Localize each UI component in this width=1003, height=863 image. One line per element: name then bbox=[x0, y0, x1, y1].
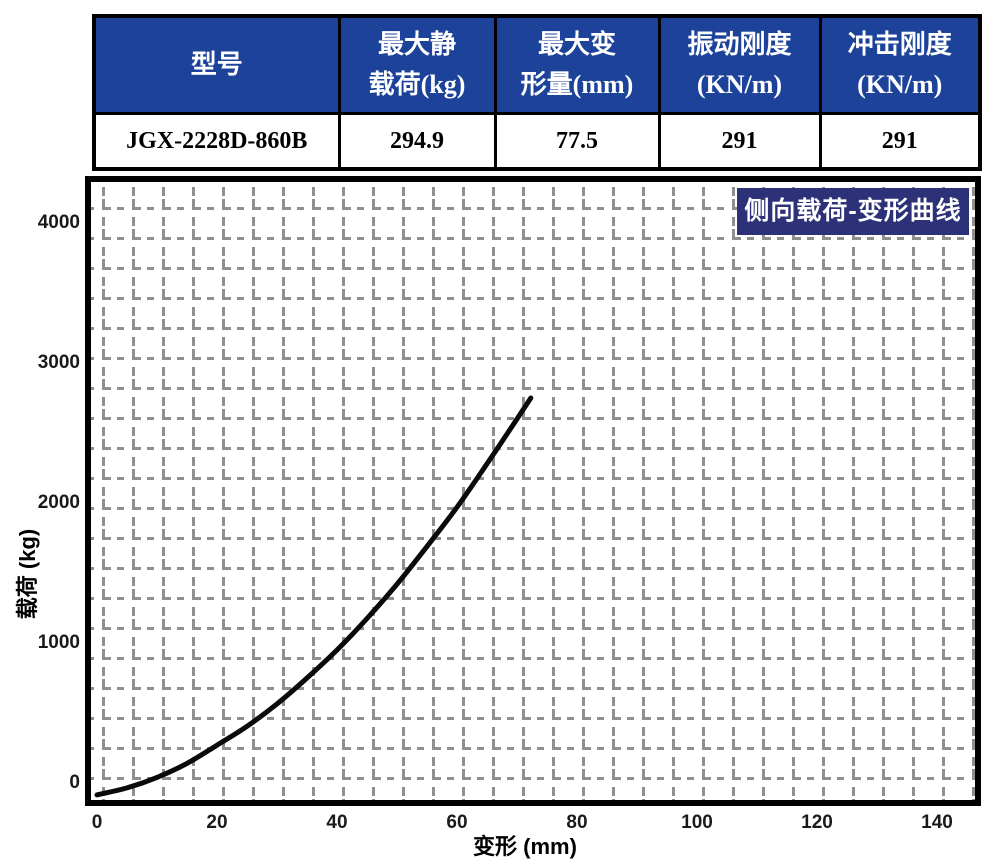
y-tick-label: 1000 bbox=[37, 632, 80, 653]
value-max-static-load: 294.9 bbox=[337, 112, 497, 171]
header-impact-stiffness: 冲击刚度 (KN/m) bbox=[818, 14, 982, 115]
load-deflection-curve bbox=[94, 395, 534, 798]
spec-table-value-row: JGX-2228D-860B 294.9 77.5 291 291 bbox=[92, 112, 982, 171]
header-max-deformation: 最大变 形量(mm) bbox=[493, 14, 661, 115]
plot-area bbox=[91, 182, 975, 800]
dashed-grid bbox=[91, 182, 975, 800]
y-axis-title: 载荷 (kg) bbox=[15, 528, 40, 620]
x-tick-label: 140 bbox=[921, 812, 953, 833]
spec-table: 型号 最大静 载荷(kg) 最大变 形量(mm) 振动刚度 (KN/m) 冲击刚… bbox=[92, 14, 982, 171]
x-tick-label: 120 bbox=[801, 812, 833, 833]
x-tick-label: 0 bbox=[91, 812, 103, 833]
value-vibration-stiffness: 291 bbox=[657, 112, 822, 171]
y-tick-label: 3000 bbox=[37, 352, 80, 373]
y-tick-label: 0 bbox=[69, 772, 80, 793]
value-max-deformation: 77.5 bbox=[493, 112, 661, 171]
x-tick-label: 20 bbox=[206, 812, 228, 833]
x-axis-title: 变形 (mm) bbox=[473, 834, 577, 859]
value-impact-stiffness: 291 bbox=[818, 112, 982, 171]
y-tick-label: 2000 bbox=[37, 492, 80, 513]
value-model: JGX-2228D-860B bbox=[92, 112, 341, 171]
x-tick-label: 80 bbox=[566, 812, 588, 833]
header-model-line1: 型号 bbox=[190, 50, 243, 79]
header-max-static-load: 最大静 载荷(kg) bbox=[337, 14, 497, 115]
header-vibration-stiffness: 振动刚度 (KN/m) bbox=[657, 14, 822, 115]
y-tick-label: 4000 bbox=[37, 212, 80, 233]
x-tick-label: 100 bbox=[681, 812, 713, 833]
x-tick-label: 60 bbox=[446, 812, 468, 833]
legend-title: 侧向载荷-变形曲线 bbox=[737, 188, 969, 235]
spec-table-header-row: 型号 最大静 载荷(kg) 最大变 形量(mm) 振动刚度 (KN/m) 冲击刚… bbox=[92, 14, 982, 115]
x-tick-label: 40 bbox=[326, 812, 348, 833]
header-model: 型号 bbox=[92, 14, 341, 115]
